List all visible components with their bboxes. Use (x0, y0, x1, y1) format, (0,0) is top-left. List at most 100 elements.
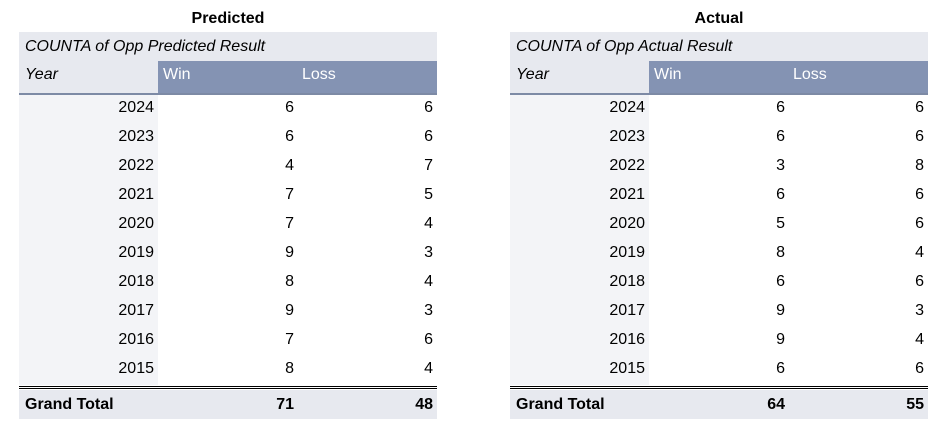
win-count-cell[interactable]: 7 (285, 331, 294, 348)
row-label-cell[interactable]: 2016 (19, 327, 158, 356)
win-count-cell[interactable]: 3 (776, 157, 785, 174)
pivot-value-header[interactable]: COUNTA of Opp Actual Result (510, 32, 928, 61)
row-label-cell[interactable]: 2024 (19, 95, 158, 124)
win-count-cell[interactable]: 6 (776, 186, 785, 203)
table-row[interactable]: 2017 9 3 (19, 298, 437, 327)
grand-total-loss[interactable]: 55 (906, 396, 924, 413)
table-row[interactable]: 2022 3 8 (510, 153, 928, 182)
loss-count-cell[interactable]: 5 (424, 186, 433, 203)
grand-total-loss[interactable]: 48 (415, 396, 433, 413)
loss-count-cell[interactable]: 6 (424, 128, 433, 145)
row-label-cell[interactable]: 2023 (19, 124, 158, 153)
column-header-win[interactable]: Win (654, 66, 682, 83)
loss-count-cell[interactable]: 6 (424, 99, 433, 116)
win-count-cell[interactable]: 7 (285, 186, 294, 203)
grand-total-win[interactable]: 71 (276, 396, 294, 413)
table-row[interactable]: 2015 6 6 (510, 356, 928, 385)
column-header-loss[interactable]: Loss (793, 66, 827, 83)
win-count-cell[interactable]: 8 (285, 273, 294, 290)
table-row[interactable]: 2016 9 4 (510, 327, 928, 356)
loss-count-cell[interactable]: 6 (915, 273, 924, 290)
row-field-header[interactable]: Year (510, 61, 649, 93)
win-count-cell[interactable]: 5 (776, 215, 785, 232)
loss-count-cell[interactable]: 4 (424, 273, 433, 290)
table-row[interactable]: 2019 9 3 (19, 240, 437, 269)
loss-count-cell[interactable]: 6 (424, 331, 433, 348)
column-field-header[interactable]: Win Loss (649, 61, 928, 93)
grand-total-row[interactable]: Grand Total 64 55 (510, 390, 928, 419)
row-label-cell[interactable]: 2020 (510, 211, 649, 240)
loss-count-cell[interactable]: 6 (915, 215, 924, 232)
row-label-cell[interactable]: 2022 (19, 153, 158, 182)
row-field-header[interactable]: Year (19, 61, 158, 93)
row-label-cell[interactable]: 2018 (19, 269, 158, 298)
loss-count-cell[interactable]: 3 (424, 244, 433, 261)
loss-count-cell[interactable]: 8 (915, 157, 924, 174)
row-label-cell[interactable]: 2018 (510, 269, 649, 298)
row-field-label: Year (25, 66, 58, 83)
loss-count-cell[interactable]: 3 (424, 302, 433, 319)
loss-count-cell[interactable]: 4 (424, 360, 433, 377)
win-count-cell[interactable]: 6 (776, 273, 785, 290)
table-row[interactable]: 2022 4 7 (19, 153, 437, 182)
win-count-cell[interactable]: 6 (285, 128, 294, 145)
grand-total-win[interactable]: 64 (767, 396, 785, 413)
row-label-cell[interactable]: 2017 (19, 298, 158, 327)
pivot-table-actual: Actual COUNTA of Opp Actual Result Year … (510, 0, 928, 419)
win-count-cell[interactable]: 9 (285, 302, 294, 319)
win-count-cell[interactable]: 8 (285, 360, 294, 377)
loss-count-cell[interactable]: 6 (915, 186, 924, 203)
win-count-cell[interactable]: 4 (285, 157, 294, 174)
win-count-cell[interactable]: 8 (776, 244, 785, 261)
row-label-cell[interactable]: 2017 (510, 298, 649, 327)
table-row[interactable]: 2020 5 6 (510, 211, 928, 240)
loss-count-cell[interactable]: 3 (915, 302, 924, 319)
table-row[interactable]: 2018 6 6 (510, 269, 928, 298)
column-header-loss[interactable]: Loss (302, 66, 336, 83)
win-count-cell[interactable]: 9 (776, 331, 785, 348)
loss-count-cell[interactable]: 4 (424, 215, 433, 232)
loss-count-cell[interactable]: 4 (915, 331, 924, 348)
row-label-cell[interactable]: 2021 (19, 182, 158, 211)
loss-count-cell[interactable]: 6 (915, 99, 924, 116)
win-count-cell[interactable]: 6 (285, 99, 294, 116)
table-row[interactable]: 2020 7 4 (19, 211, 437, 240)
table-row[interactable]: 2023 6 6 (510, 124, 928, 153)
table-row[interactable]: 2021 7 5 (19, 182, 437, 211)
table-row[interactable]: 2017 9 3 (510, 298, 928, 327)
year-label: 2020 (609, 215, 645, 232)
row-label-cell[interactable]: 2023 (510, 124, 649, 153)
grand-total-row[interactable]: Grand Total 71 48 (19, 390, 437, 419)
row-label-cell[interactable]: 2020 (19, 211, 158, 240)
column-field-header[interactable]: Win Loss (158, 61, 437, 93)
row-label-cell[interactable]: 2015 (19, 356, 158, 385)
win-count-cell[interactable]: 7 (285, 215, 294, 232)
table-row[interactable]: 2023 6 6 (19, 124, 437, 153)
win-count-cell[interactable]: 6 (776, 128, 785, 145)
loss-count-cell[interactable]: 6 (915, 360, 924, 377)
table-row[interactable]: 2019 8 4 (510, 240, 928, 269)
column-header-win[interactable]: Win (163, 66, 191, 83)
row-label-cell[interactable]: 2024 (510, 95, 649, 124)
table-row[interactable]: 2015 8 4 (19, 356, 437, 385)
pivot-value-header[interactable]: COUNTA of Opp Predicted Result (19, 32, 437, 61)
table-row[interactable]: 2021 6 6 (510, 182, 928, 211)
table-row[interactable]: 2024 6 6 (19, 95, 437, 124)
win-count-cell[interactable]: 9 (776, 302, 785, 319)
win-count-cell[interactable]: 6 (776, 99, 785, 116)
table-row[interactable]: 2024 6 6 (510, 95, 928, 124)
table-row[interactable]: 2018 8 4 (19, 269, 437, 298)
row-label-cell[interactable]: 2016 (510, 327, 649, 356)
row-label-cell[interactable]: 2019 (19, 240, 158, 269)
loss-count-cell[interactable]: 6 (915, 128, 924, 145)
table-row[interactable]: 2016 7 6 (19, 327, 437, 356)
year-label: 2015 (609, 360, 645, 377)
loss-count-cell[interactable]: 7 (424, 157, 433, 174)
row-label-cell[interactable]: 2021 (510, 182, 649, 211)
row-label-cell[interactable]: 2015 (510, 356, 649, 385)
loss-count-cell[interactable]: 4 (915, 244, 924, 261)
row-label-cell[interactable]: 2022 (510, 153, 649, 182)
row-label-cell[interactable]: 2019 (510, 240, 649, 269)
win-count-cell[interactable]: 6 (776, 360, 785, 377)
win-count-cell[interactable]: 9 (285, 244, 294, 261)
